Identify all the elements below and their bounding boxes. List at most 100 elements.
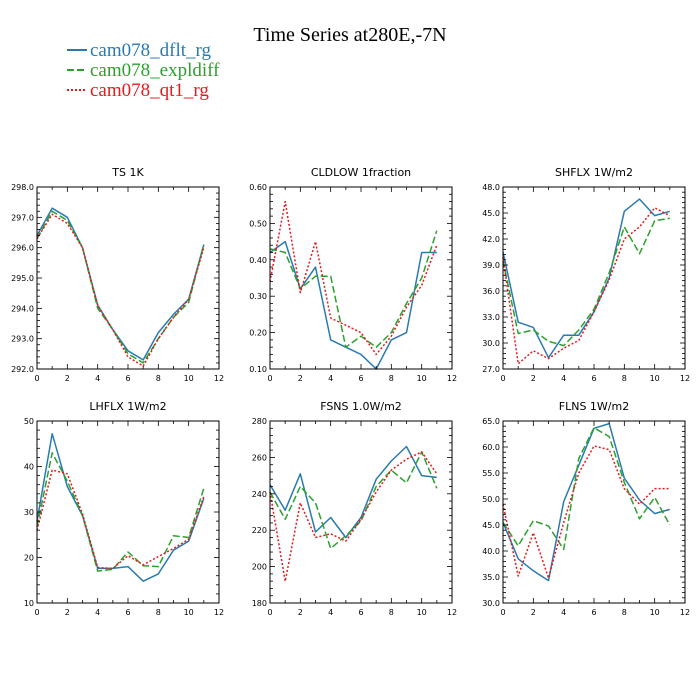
x-tick-label: 10 (650, 608, 660, 617)
x-tick-label: 0 (500, 608, 505, 617)
y-tick-label: 45.0 (482, 209, 500, 218)
x-tick-label: 8 (389, 608, 394, 617)
series-line-cam078_dflt_rg (502, 422, 671, 582)
panel-fsns: FSNS 1.0W/m2 0 2 4 6 8 10 12 180 200 220 240 260 280 (252, 400, 457, 617)
series-line-cam078_expldiff (502, 427, 671, 551)
y-tick-label: 294.0 (11, 304, 34, 313)
x-tick-label: 2 (531, 608, 536, 617)
series-line-cam078_qt1_rg (36, 213, 205, 367)
series-line-cam078_dflt_rg (502, 198, 671, 359)
x-tick-label: 12 (680, 608, 690, 617)
legend-label-cam078_dflt_rg: cam078_dflt_rg (90, 40, 212, 61)
x-tick-label: 10 (184, 608, 194, 617)
x-tick-label: 12 (214, 374, 224, 383)
x-tick-label: 6 (591, 608, 596, 617)
x-tick-label: 2 (298, 374, 303, 383)
y-tick-label: 240 (252, 490, 267, 499)
x-tick-label: 4 (328, 374, 333, 383)
x-tick-label: 12 (680, 374, 690, 383)
x-tick-label: 10 (417, 608, 427, 617)
x-tick-label: 12 (214, 608, 224, 617)
x-tick-label: 0 (267, 374, 272, 383)
panel-cldlow: CLDLOW 1fraction 0 2 4 6 8 10 12 0.10 0.20 0.30 0.4… (249, 166, 457, 383)
y-tick-label: 0.20 (249, 329, 267, 338)
x-tick-label: 4 (95, 374, 100, 383)
series-line-cam078_qt1_rg (502, 207, 671, 365)
x-tick-label: 8 (156, 374, 161, 383)
x-tick-label: 6 (591, 374, 596, 383)
panel-title: TS 1K (111, 166, 144, 179)
x-tick-label: 10 (184, 374, 194, 383)
y-tick-label: 48.0 (482, 183, 500, 192)
y-tick-label: 0.40 (249, 256, 267, 265)
x-tick-label: 8 (389, 374, 394, 383)
y-tick-label: 27.0 (482, 365, 500, 374)
series-line-cam078_dflt_rg (36, 207, 205, 361)
x-tick-label: 6 (125, 608, 130, 617)
x-tick-label: 0 (34, 608, 39, 617)
series-line-cam078_expldiff (36, 452, 205, 572)
series-line-cam078_qt1_rg (269, 451, 438, 582)
panel-lhflx: LHFLX 1W/m2 0 2 4 6 8 10 12 10 20 30 40 50 (24, 400, 224, 617)
y-tick-label: 45.0 (482, 521, 500, 530)
panel-title: LHFLX 1W/m2 (89, 400, 166, 413)
x-tick-label: 6 (358, 374, 363, 383)
x-tick-label: 2 (531, 374, 536, 383)
plot-frame (36, 420, 220, 604)
x-tick-label: 6 (358, 608, 363, 617)
y-tick-label: 298.0 (11, 183, 34, 192)
series-line-cam078_qt1_rg (502, 445, 670, 579)
panel-title: CLDLOW 1fraction (311, 166, 411, 179)
y-tick-label: 39.0 (482, 261, 500, 270)
x-tick-label: 2 (298, 608, 303, 617)
series-line-cam078_dflt_rg (36, 432, 205, 582)
series-line-cam078_qt1_rg (36, 469, 205, 570)
x-tick-label: 4 (328, 608, 333, 617)
panel-title: FSNS 1.0W/m2 (320, 400, 402, 413)
x-tick-label: 0 (500, 374, 505, 383)
y-tick-label: 10 (24, 599, 34, 608)
y-tick-label: 297.0 (11, 213, 34, 222)
legend-label-cam078_expldiff: cam078_expldiff (90, 60, 220, 81)
x-tick-label: 0 (267, 608, 272, 617)
x-tick-label: 2 (65, 608, 70, 617)
y-tick-label: 30 (24, 508, 34, 517)
y-tick-label: 292.0 (11, 365, 34, 374)
x-tick-label: 12 (447, 608, 457, 617)
y-tick-label: 65.0 (482, 417, 500, 426)
y-tick-label: 296.0 (11, 244, 34, 253)
x-tick-label: 8 (622, 374, 627, 383)
y-tick-label: 55.0 (482, 469, 500, 478)
y-tick-label: 50 (24, 417, 34, 426)
legend: cam078_dflt_rgcam078_expldiffcam078_qt1_… (67, 40, 220, 101)
x-tick-label: 4 (561, 374, 566, 383)
y-tick-label: 293.0 (11, 335, 34, 344)
y-tick-label: 280 (252, 417, 267, 426)
series-line-cam078_qt1_rg (269, 200, 438, 356)
panel-flns: FLNS 1W/m2 0 2 4 6 8 10 12 30.0 35.0 40.0 45.0 50.0 5… (482, 400, 690, 617)
y-tick-label: 60.0 (482, 443, 500, 452)
y-tick-label: 42.0 (482, 235, 500, 244)
y-tick-label: 20 (24, 554, 34, 563)
y-tick-label: 0.10 (249, 365, 267, 374)
legend-label-cam078_qt1_rg: cam078_qt1_rg (90, 80, 209, 101)
y-tick-label: 0.60 (249, 183, 267, 192)
x-tick-label: 2 (65, 374, 70, 383)
y-tick-label: 35.0 (482, 573, 500, 582)
panel-title: SHFLX 1W/m2 (555, 166, 633, 179)
y-tick-label: 295.0 (11, 274, 34, 283)
y-tick-label: 50.0 (482, 495, 500, 504)
plot-frame (269, 420, 453, 604)
x-tick-label: 4 (95, 608, 100, 617)
figure-title: Time Series at280E,-7N (253, 24, 446, 46)
plot-frame (36, 186, 220, 370)
series-line-cam078_dflt_rg (269, 445, 437, 539)
series-line-cam078_expldiff (269, 451, 438, 550)
x-tick-label: 6 (125, 374, 130, 383)
series-line-cam078_expldiff (269, 230, 438, 348)
panel-ts: TS 1K 0 2 4 6 8 10 12 292.0 293.0 294.0 295.0 296.0 2… (11, 166, 224, 383)
x-tick-label: 10 (650, 374, 660, 383)
y-tick-label: 36.0 (482, 287, 500, 296)
y-tick-label: 180 (252, 599, 267, 608)
